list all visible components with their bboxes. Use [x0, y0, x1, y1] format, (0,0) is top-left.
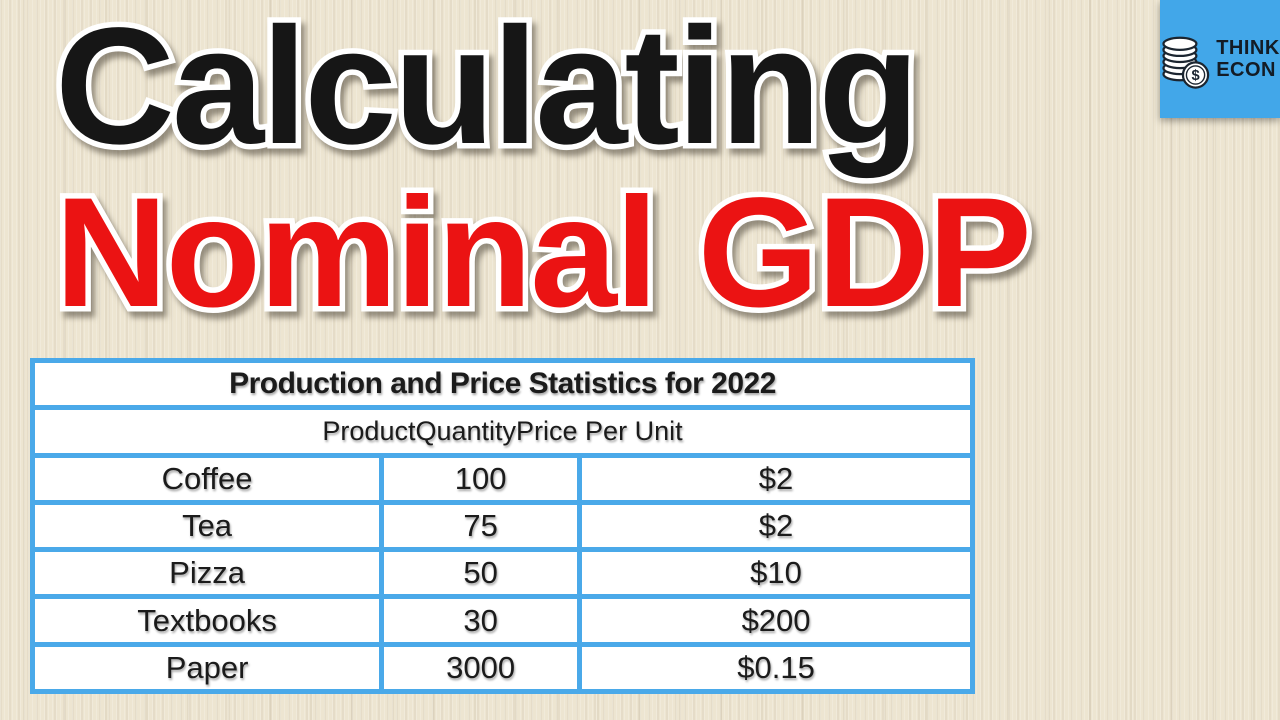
table-cell-quantity: 3000 — [384, 646, 578, 689]
column-header-product: Product — [322, 415, 416, 446]
table-cell-quantity: 50 — [384, 552, 578, 595]
table-cell-product: Tea — [35, 504, 380, 548]
brand-logo: $ THINK ECON — [1160, 0, 1280, 118]
coin-stack-icon: $ — [1162, 36, 1210, 89]
table-cell-price: $200 — [582, 599, 970, 642]
table-title: Production and Price Statistics for 2022 — [35, 363, 970, 406]
table-cell-quantity: 30 — [384, 599, 578, 642]
column-header-quantity: Quantity — [415, 415, 517, 446]
brand-line-econ: ECON — [1216, 59, 1276, 81]
table-cell-product: Coffee — [35, 457, 380, 500]
table-cell-product: Paper — [35, 646, 380, 689]
table-cell-price: $2 — [582, 504, 970, 548]
table-cell-product: Pizza — [35, 552, 380, 595]
main-title: Calculating — [55, 4, 920, 170]
brand-text: THINK ECON — [1216, 37, 1280, 81]
table-cell-price: $0.15 — [582, 646, 970, 689]
table-cell-quantity: 75 — [384, 504, 578, 548]
table-header-row: Product Quantity Price Per Unit — [35, 410, 970, 453]
svg-text:$: $ — [1192, 68, 1200, 84]
table-cell-product: Textbooks — [35, 599, 380, 642]
table-cell-quantity: 100 — [384, 457, 578, 500]
stats-table: Production and Price Statistics for 2022… — [30, 358, 975, 694]
table-cell-price: $2 — [582, 457, 970, 500]
column-header-price-per-unit: Price Per Unit — [516, 415, 683, 446]
brand-line-think: THINK — [1216, 37, 1280, 59]
subtitle-nominal-gdp: Nominal GDP — [55, 175, 1032, 331]
table-cell-price: $10 — [582, 552, 970, 595]
